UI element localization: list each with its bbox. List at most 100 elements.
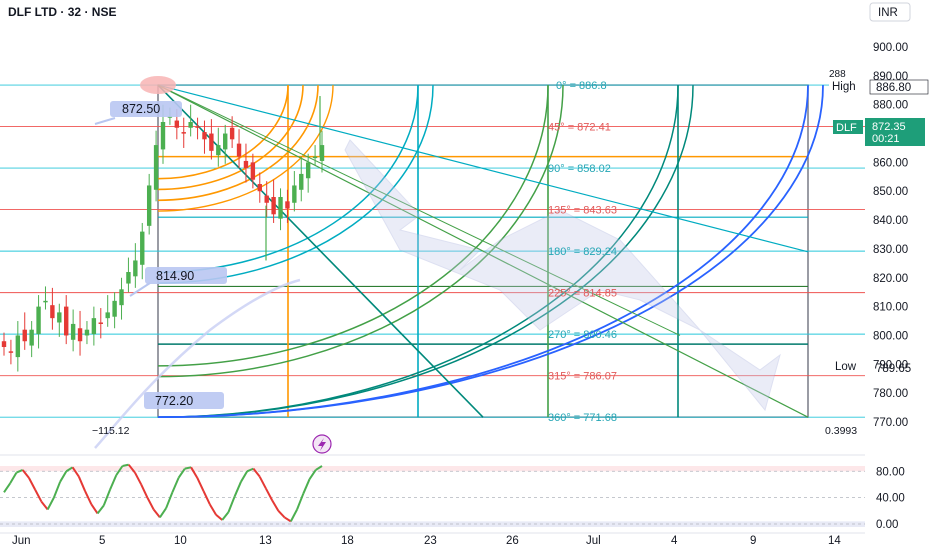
low-label: Low [835,361,857,373]
osc-segment [21,469,30,479]
candle-body [312,156,318,159]
time-tick-label: 10 [174,535,187,547]
currency-box[interactable] [869,2,911,22]
high-value-box [869,79,929,95]
osc-segment [215,514,223,521]
candle-body [126,272,131,284]
candle-body [319,145,325,161]
candle-body [264,195,269,203]
callout-box-772[interactable] [144,392,224,409]
price-tick-label: 840.00 [873,215,908,227]
currency-label: INR [878,7,898,19]
gann-arc [157,85,304,191]
gann-square-drawing[interactable] [0,76,865,419]
last-symbol-box [833,120,863,134]
osc-segment [59,470,68,483]
callout-box-814[interactable] [145,267,227,284]
osc-segment [152,508,161,519]
last-price: 872.35 [872,121,906,133]
gann-arc [157,85,319,202]
osc-segment [140,484,149,499]
gann-fan-line [157,84,681,336]
candle-body [50,305,55,319]
callout-872: 872.50 [122,102,160,116]
osc-segment [127,464,136,474]
osc-segment [40,500,49,511]
osc-segment [315,465,323,471]
gann-arc [157,85,549,367]
candle-body [140,231,145,265]
axes: 900.00890.00880.00870.00860.00850.00840.… [0,42,908,547]
candle-body [84,329,90,336]
candle-body [202,132,207,140]
time-tick-label: 13 [259,535,272,547]
osc-segment [246,467,254,473]
candle-body [216,145,221,156]
gann-level-label: 270° = 800.46 [548,329,617,341]
osc-segment [258,476,267,489]
osc-segment [289,509,298,522]
osc-segment [177,468,186,479]
level-labels: 0° = 886.8 45° = 872.41 90° = 858.02 135° =… [548,80,617,424]
high-label-box [829,80,866,93]
marker-288: 288 [829,69,846,80]
osc-segment [90,503,99,515]
candle-body [112,300,117,317]
candle-body [243,160,249,169]
callout-772: 772.20 [155,394,193,408]
gann-arc [157,85,334,212]
callout-box-872[interactable] [110,101,182,117]
osc-segment [52,481,62,499]
overbought-band [0,466,865,472]
gann-level-label: 225° = 814.85 [548,288,617,300]
osc-segment [84,490,93,505]
last-price-box [865,118,925,146]
large-arrow-path [94,278,301,449]
candle-body [15,335,21,358]
candle-body [133,260,138,277]
forecast-arrow-shape [344,139,781,412]
price-tick-label: 830.00 [873,244,908,256]
high-label: High [832,81,856,93]
candle-body [181,132,186,134]
candle-body [285,201,290,209]
time-tick-label: Jul [586,535,601,547]
osc-segment [115,465,124,476]
price-tick-label: 770.00 [873,417,908,429]
callout-arrow-872 [94,117,116,125]
time-tick-label: 14 [828,535,841,547]
countdown: 00:21 [872,133,900,145]
osc-segment [171,477,180,493]
candle-body [36,306,41,335]
oscillator-pane [0,463,865,527]
osc-segment [34,489,43,503]
candle-body [257,184,262,192]
time-tick-label: 4 [671,535,678,547]
time-tick-label: 5 [99,535,105,547]
price-tick-label: 800.00 [873,330,908,342]
osc-segment [284,516,292,523]
candles [1,96,325,372]
candle-body [70,323,76,340]
gann-arc [157,85,694,418]
price-tick-label: 850.00 [873,186,908,198]
osc-segment [202,490,211,505]
price-tick-label: 880.00 [873,100,908,112]
gann-level-label: 315° = 786.07 [548,371,617,383]
candle-body [22,329,27,342]
lightning-icon [318,438,326,451]
osc-segment [109,474,118,491]
osc-segment [277,510,286,519]
low-value: 789.65 [876,363,911,375]
candle-body [29,329,34,346]
osc-segment [264,487,274,501]
price-tick-label: 820.00 [873,273,908,285]
price-tick-label: 900.00 [873,42,908,54]
candle-body [250,162,256,180]
candle-body [43,300,48,303]
last-symbol: DLF [836,122,857,134]
candle-body [195,126,200,128]
osc-segment [159,507,167,518]
osc-segment [184,466,192,470]
